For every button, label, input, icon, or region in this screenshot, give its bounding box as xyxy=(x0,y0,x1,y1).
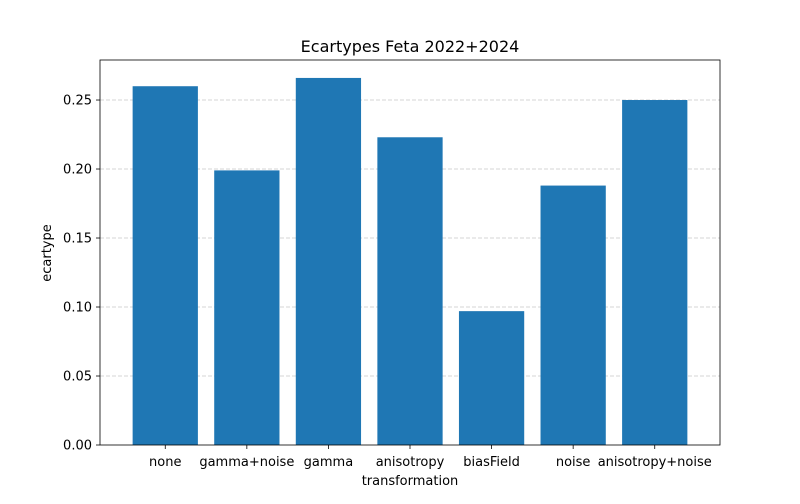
chart-title: Ecartypes Feta 2022+2024 xyxy=(301,37,520,56)
x-tick-label: biasField xyxy=(463,455,520,470)
bars xyxy=(132,77,688,446)
y-tick-label: 0.15 xyxy=(63,232,92,247)
x-tick-label: noise xyxy=(556,455,591,470)
y-axis-label: ecartype xyxy=(40,224,55,282)
x-tick-label: gamma+noise xyxy=(199,455,294,470)
bar-none xyxy=(132,86,198,446)
y-tick-label: 0.05 xyxy=(63,370,92,385)
bar-anisotropy+noise xyxy=(622,100,688,446)
x-axis-ticks: none gamma+noise gamma anisotropy biasField n… xyxy=(149,445,712,470)
bar-gamma xyxy=(295,77,362,445)
y-tick-label: 0.10 xyxy=(63,301,92,316)
bar-noise xyxy=(540,185,606,445)
bar-gamma+noise xyxy=(214,170,280,445)
y-tick-label: 0.20 xyxy=(63,163,92,178)
x-tick-label: anisotropy xyxy=(376,455,445,470)
x-tick-label: gamma xyxy=(304,455,354,470)
y-axis-ticks: 0.00 0.05 0.10 0.15 0.20 0.25 xyxy=(63,94,100,454)
bar-biasField xyxy=(458,311,525,445)
y-tick-label: 0.25 xyxy=(63,94,92,109)
x-axis-label: transformation xyxy=(362,474,459,489)
bar-anisotropy xyxy=(377,137,443,445)
x-tick-label: none xyxy=(149,455,181,470)
x-tick-label: anisotropy+noise xyxy=(598,455,712,470)
y-tick-label: 0.00 xyxy=(63,439,92,454)
